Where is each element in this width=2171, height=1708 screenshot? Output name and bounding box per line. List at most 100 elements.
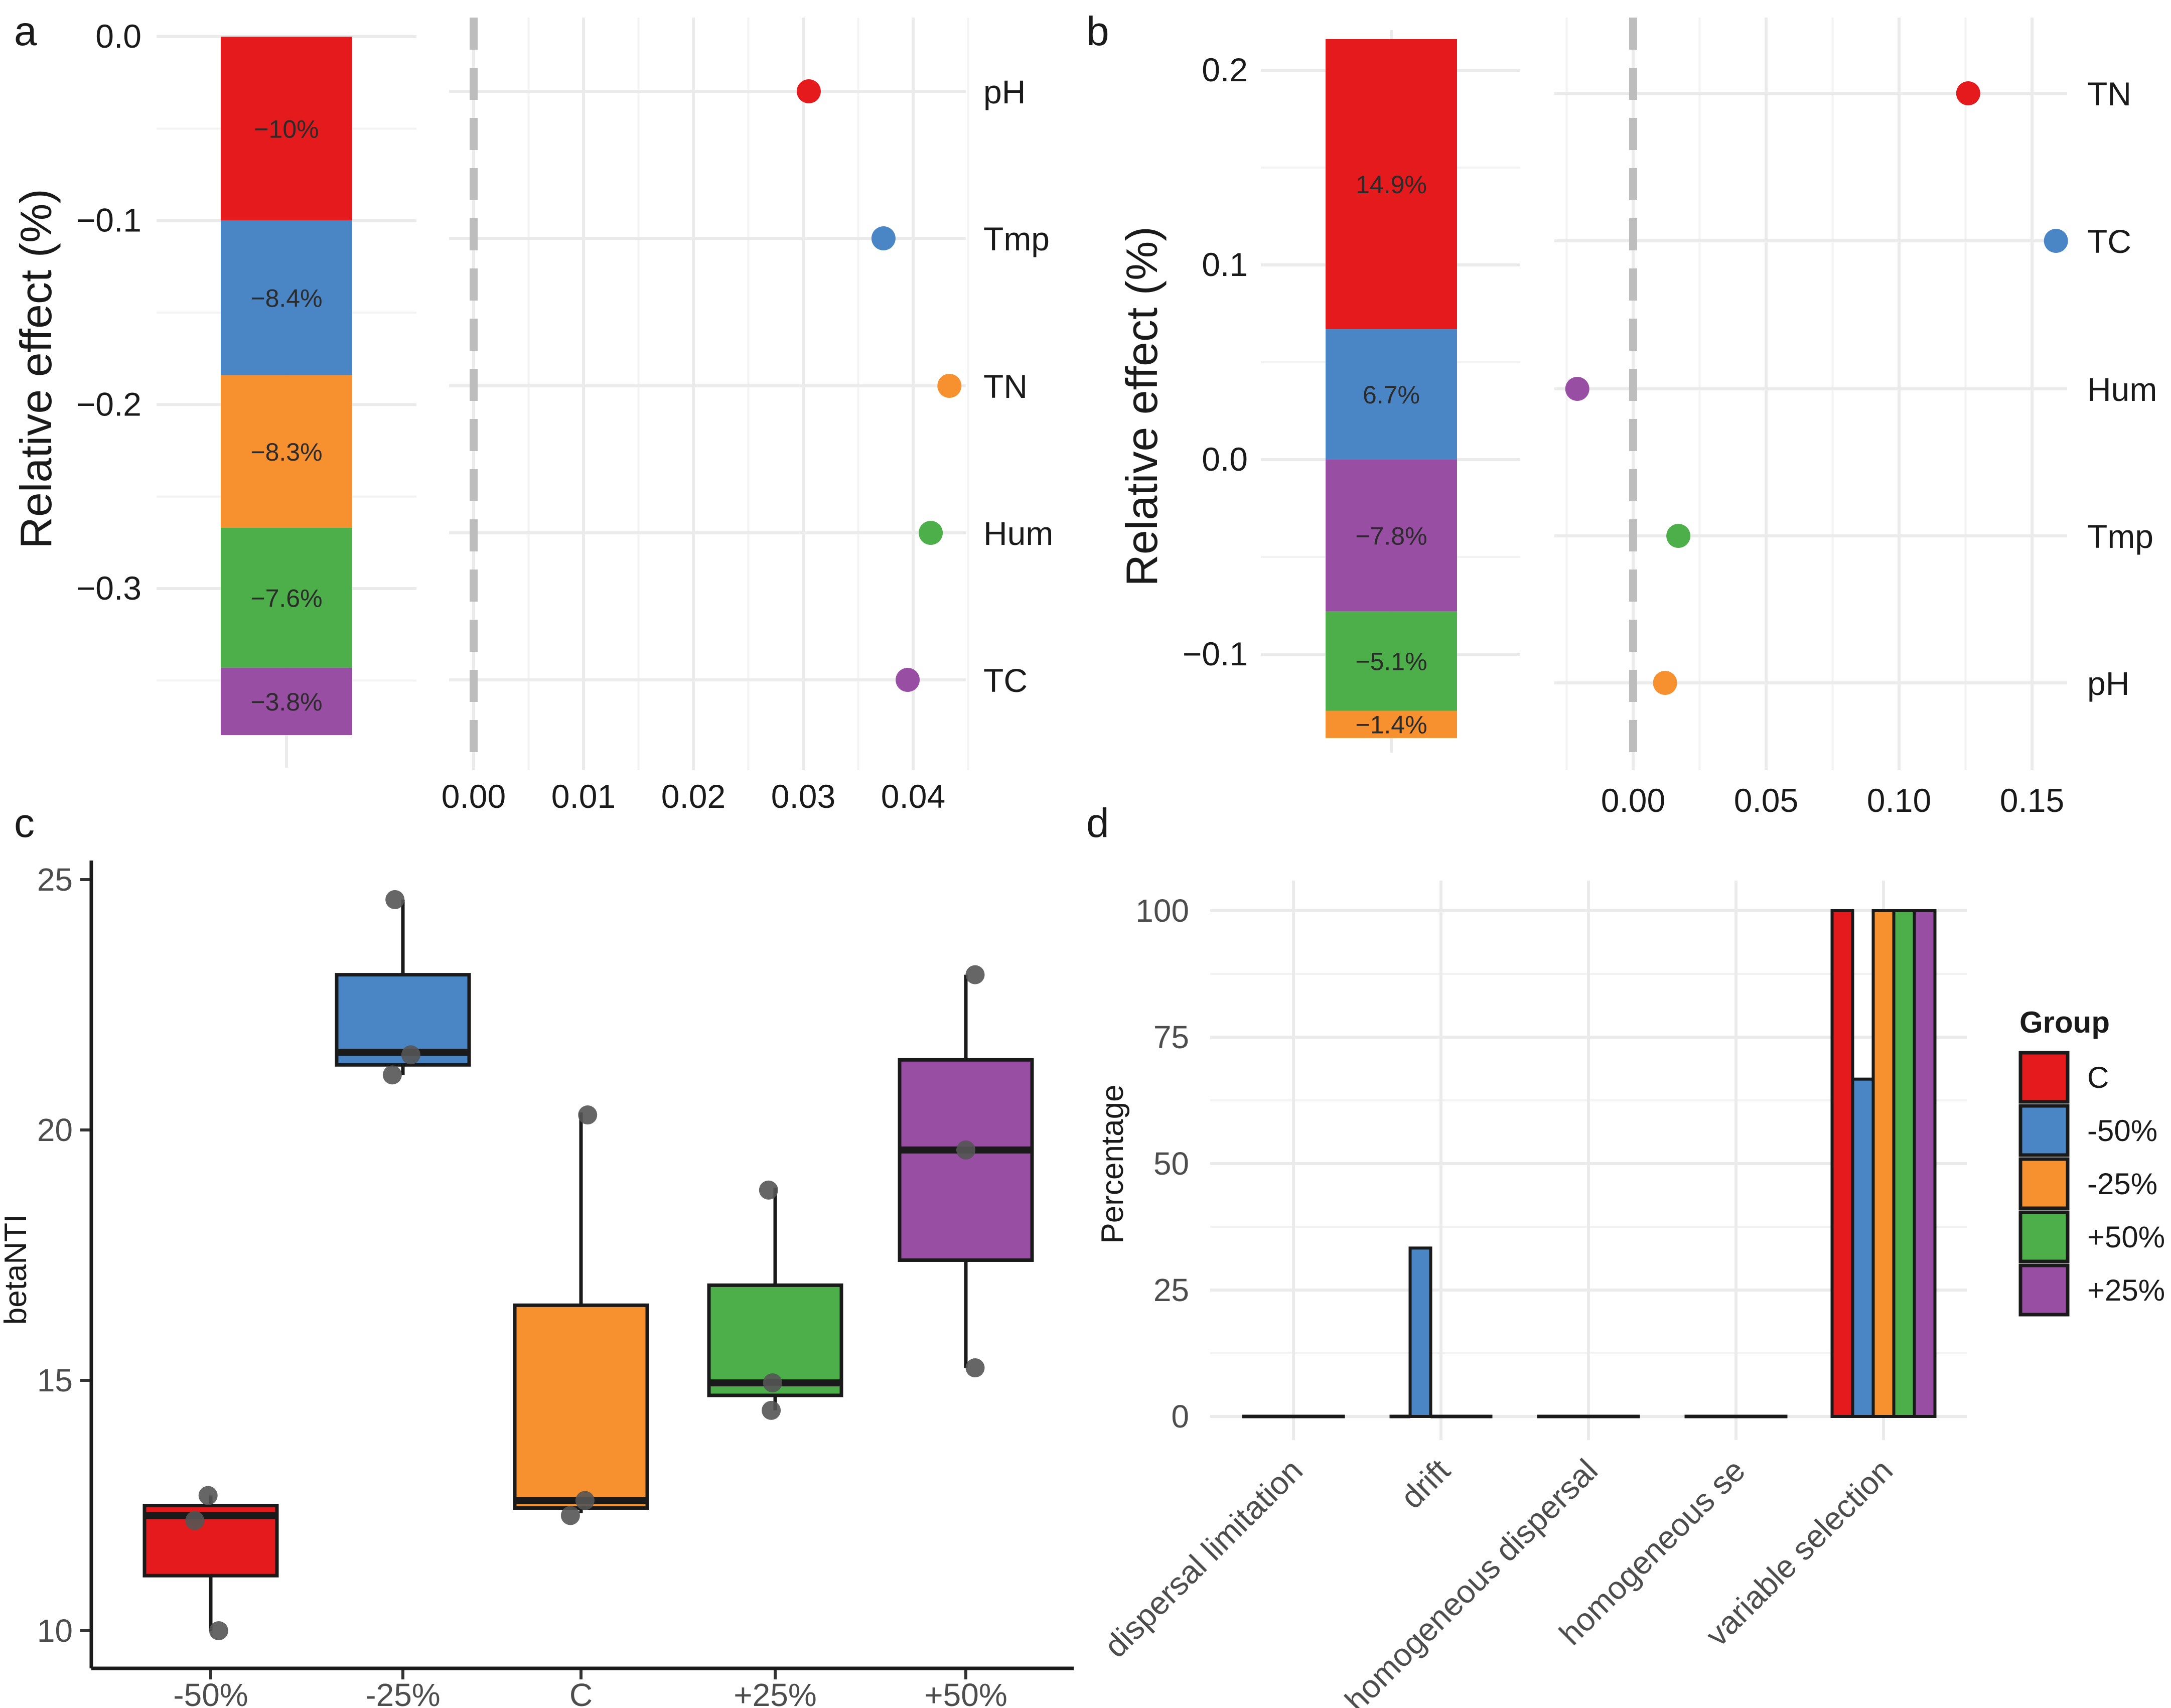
c-data-point	[560, 1506, 580, 1525]
a-stack-segment-tn	[221, 375, 352, 528]
a-stack-ytick-label: −0.2	[76, 385, 141, 422]
c-xtick-label: -50%	[173, 1677, 248, 1708]
d-legend-swatch	[2018, 1210, 2070, 1263]
d-ytick-label: 75	[1153, 1019, 1189, 1055]
a-stack-ytick-label: −0.1	[76, 202, 141, 239]
c-data-point	[209, 1621, 228, 1640]
c-ytick-label: 15	[37, 1362, 73, 1398]
a-dots-point-tn	[937, 374, 962, 398]
a-dots-category-label: Tmp	[983, 220, 1050, 257]
d-legend-swatch	[2018, 1157, 2070, 1210]
b-stack-segment-label: 14.9%	[1356, 171, 1427, 199]
c-y-axis-title: betaNTI	[0, 1214, 33, 1325]
c-xtick-label: -25%	[365, 1677, 440, 1708]
d-ytick-label: 50	[1153, 1146, 1189, 1182]
panel-c: 10 15 20 25 -50% -25% C +25% +50% betaNTI	[0, 861, 1074, 1708]
c-ytick-label: 10	[37, 1613, 73, 1649]
a-stack-segment-tc	[221, 667, 352, 735]
b-dots-xtick-label: 0.15	[2000, 782, 2064, 819]
b-dots-category-label: pH	[2087, 665, 2129, 702]
d-ytick-label: 100	[1135, 893, 1189, 929]
d-bar	[1892, 909, 1916, 1418]
d-legend-title: Group	[2019, 1006, 2110, 1039]
a-dots-category-label: TN	[983, 368, 1028, 405]
a-stack-segment-label: −3.8%	[250, 688, 322, 716]
d-legend-swatch	[2018, 1263, 2070, 1317]
c-data-point	[401, 1045, 420, 1065]
a-stack-segment-label: −10%	[254, 115, 319, 143]
a-dots-point-tc	[896, 668, 920, 692]
b-stack-segment-tmp	[1326, 611, 1457, 711]
d-bar	[1851, 1077, 1875, 1418]
a-dots-category-label: Hum	[983, 515, 1053, 552]
panel-a: 0.0 −0.1 −0.2 −0.3 −10% −8.4% −8.3% −7.6% −3.8% R…	[11, 18, 1053, 815]
c-data-point	[956, 1140, 975, 1160]
b-dots-point-tmp	[1666, 524, 1691, 548]
a-dots-xtick-label: 0.00	[442, 778, 506, 815]
d-xtick-label: drift	[1394, 1452, 1458, 1516]
b-stack-segment-tn	[1326, 39, 1457, 330]
c-data-point	[965, 1358, 985, 1378]
c-data-point	[385, 890, 405, 909]
a-dots-category-label: TC	[983, 662, 1028, 699]
panel-label-d: d	[1086, 800, 1109, 846]
c-data-point	[759, 1180, 778, 1200]
b-dots-point-tc	[2044, 229, 2068, 253]
a-dots-category-label: pH	[983, 73, 1026, 110]
b-dots-xtick-label: 0.05	[1734, 782, 1798, 819]
b-stack-ytick-label: −0.1	[1183, 635, 1248, 672]
a-dots-point-hum	[919, 521, 943, 545]
c-data-point	[575, 1491, 595, 1510]
d-y-axis-title: Percentage	[1095, 1084, 1130, 1243]
a-stack-segment-ph	[221, 37, 352, 221]
c-data-point	[763, 1373, 782, 1392]
d-bar	[1913, 909, 1937, 1418]
d-bar	[1408, 1246, 1432, 1418]
panel-label-c: c	[14, 800, 35, 846]
d-legend-swatch	[2018, 1104, 2070, 1157]
d-xtick-label: dispersal limitation	[1097, 1452, 1310, 1664]
panel-label-b: b	[1086, 9, 1109, 54]
b-stack-segment-label: −5.1%	[1355, 648, 1427, 676]
panel-label-a: a	[14, 9, 37, 54]
c-data-point	[762, 1400, 781, 1420]
d-bar	[1830, 909, 1854, 1418]
d-legend-label: -50%	[2087, 1114, 2157, 1148]
b-dots-category-label: TN	[2087, 75, 2131, 112]
d-legend-label: C	[2087, 1061, 2109, 1094]
d-legend-label: +25%	[2087, 1273, 2165, 1307]
c-data-point	[382, 1065, 402, 1085]
c-data-point	[185, 1511, 205, 1530]
b-dots-category-label: TC	[2087, 223, 2131, 260]
d-xtick-label: homogeneous dispersal	[1338, 1452, 1604, 1708]
c-ytick-label: 25	[37, 862, 73, 898]
a-dots-xtick-label: 0.04	[881, 778, 945, 815]
b-dots-xtick-label: 0.10	[1867, 782, 1931, 819]
d-legend-swatch	[2018, 1051, 2070, 1104]
c-box-C	[513, 1303, 649, 1510]
panel-d: 0 25 50 75 100 dispersal limitation drifthomog…	[1095, 881, 2165, 1708]
c-ytick-label: 20	[37, 1112, 73, 1148]
b-stack-segment-label: −1.4%	[1355, 711, 1427, 739]
b-dots-point-ph	[1653, 671, 1677, 695]
b-dots-xtick-label: 0.00	[1601, 782, 1665, 819]
d-legend-label: +50%	[2087, 1220, 2165, 1254]
b-stack-segment-label: −7.8%	[1355, 522, 1427, 550]
d-legend-label: -25%	[2087, 1167, 2157, 1201]
b-stack-segment-hum	[1326, 460, 1457, 612]
b-stack-ytick-label: 0.2	[1202, 51, 1248, 88]
d-ytick-label: 0	[1171, 1398, 1189, 1435]
a-stack-segment-hum	[221, 528, 352, 668]
b-dots-point-tn	[1956, 81, 1980, 105]
b-stack-ytick-label: 0.1	[1202, 246, 1248, 283]
b-stack-segment-tc	[1326, 329, 1457, 460]
a-dots-point-tmp	[871, 226, 896, 250]
a-stack-ytick-label: 0.0	[95, 18, 141, 55]
b-stack-y-axis-title: Relative effect (%)	[1117, 226, 1167, 586]
a-stack-segment-label: −8.4%	[250, 284, 322, 313]
b-stack-ytick-label: 0.0	[1202, 441, 1248, 478]
c-box-+50%	[898, 1058, 1034, 1262]
b-dots-category-label: Hum	[2087, 371, 2157, 408]
a-stack-segment-label: −8.3%	[250, 438, 322, 466]
